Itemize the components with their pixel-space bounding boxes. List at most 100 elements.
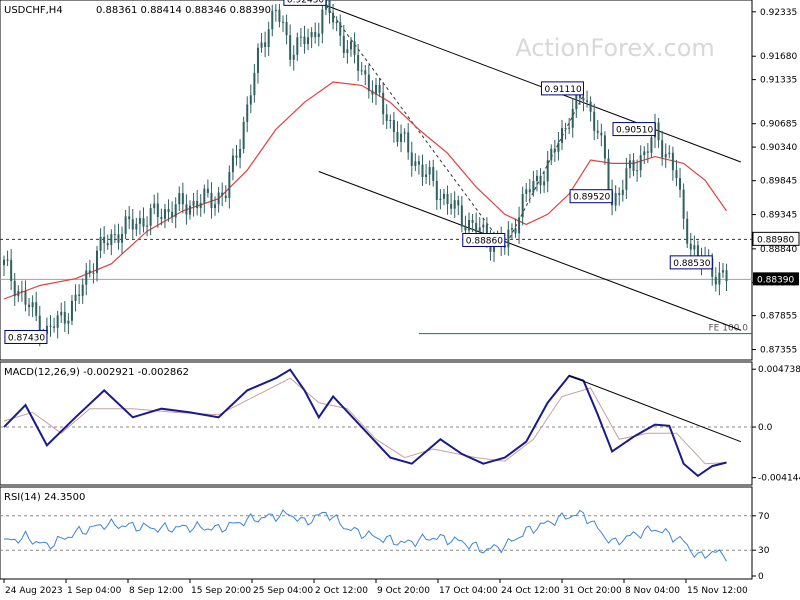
y-tick-label: 0.87855 [760,312,797,322]
candle-body [582,98,585,101]
annotation-frame [540,81,584,96]
current-price-tag: 0.88390 [753,272,799,286]
candle-body [70,300,73,321]
annotation-text: 0.92430 [287,0,324,5]
candle-body [596,130,599,133]
annotation-frame [612,122,656,137]
macd-y-axis: 0.004738 0.0 -0.004144 [0,365,800,484]
candle-body [557,142,560,152]
candle-body [525,189,528,194]
candle-body [478,227,481,233]
candle-body [28,304,31,308]
candle-body [561,128,563,143]
candle-body [332,12,335,23]
candle-body [328,0,331,13]
candle-body [49,325,52,327]
candle-body [81,284,84,296]
candle-body [464,226,467,231]
candle-body [450,203,453,209]
candle-body [521,193,524,218]
candle-body [349,41,352,50]
x-tick-label: 2 Oct 12:00 [315,586,368,596]
candle-body [550,148,553,161]
rsi-line [3,509,727,562]
y-tick-label: 0.88840 [760,245,797,255]
candle-body [378,85,381,93]
y-tick-label: 0.89845 [760,177,797,187]
candle-body [278,9,281,22]
candle-body [360,70,363,72]
candle-body [131,219,134,230]
y-tick-label: 0.91680 [760,52,797,62]
candle-body [20,290,23,292]
candle-body [532,180,535,193]
macd-lines [3,368,742,478]
candle-body [364,70,367,75]
candle-body [421,164,424,178]
channel-upper-line [325,4,742,163]
candle-body [296,37,299,55]
main-panel: ActionForex.com USDCHF,H4 0.88361 0.8841… [0,0,800,361]
annotation-frame [569,189,613,204]
candle-body [6,259,9,261]
candle-body [99,236,102,251]
x-tick-label: 15 Nov 12:00 [687,586,748,596]
x-tick-label: 25 Sep 04:00 [253,586,313,596]
candle-body [156,203,159,217]
candle-body [63,311,66,324]
candle-body [671,152,674,171]
candle-body [371,90,374,95]
candle-body [45,325,48,334]
candle-body [446,193,449,204]
candle-body [428,167,431,175]
candle-body [375,85,377,95]
macd-panel: MACD(12,26,9) -0.002921 -0.002862 0.0047… [0,361,800,486]
macd-y-tick-label: 0.004738 [758,365,800,375]
candle-body [196,200,199,209]
candle-body [353,41,356,55]
candle-body [346,49,349,53]
candle-body [271,10,274,30]
macd-title: MACD(12,26,9) -0.002921 -0.002862 [4,367,189,378]
candle-body [589,101,592,112]
x-tick-label: 31 Oct 20:00 [563,586,622,596]
candle-body [686,218,689,244]
candle-body [171,211,174,218]
candle-body [13,280,16,297]
candle-body [74,294,77,301]
candle-body [342,35,345,53]
candle-body [400,133,403,142]
rsi-y-tick-label: 70 [758,512,770,522]
candle-body [586,100,589,102]
candle-body [128,216,131,220]
candle-body [103,236,106,244]
candle-body [628,160,631,169]
annotation-frame [4,329,48,344]
candle-body [571,108,574,128]
candle-body [289,35,292,60]
candle-body [224,195,227,198]
candle-body [174,204,177,218]
candle-body [389,120,392,122]
candle-body [664,154,667,158]
candle-body [163,209,166,219]
candle-body [468,220,470,231]
candle-body [382,92,385,115]
annotation-text: 0.89520 [573,193,610,203]
candle-body [178,193,181,205]
macd-signal-line [3,377,727,465]
candle-body [17,290,20,297]
candle-body [206,188,209,193]
candle-body [38,315,41,336]
candle-body [657,122,660,141]
candle-body [121,233,124,243]
candle-body [335,22,338,24]
current-price-bg [753,272,799,286]
candle-body [88,270,91,274]
rsi-panel: RSI(14) 24.3500 70 30 0 [0,486,770,582]
candle-body [35,302,38,316]
candle-body [274,9,277,11]
candle-body [110,234,113,245]
candle-body [553,148,556,152]
macd-trendline [568,375,742,443]
